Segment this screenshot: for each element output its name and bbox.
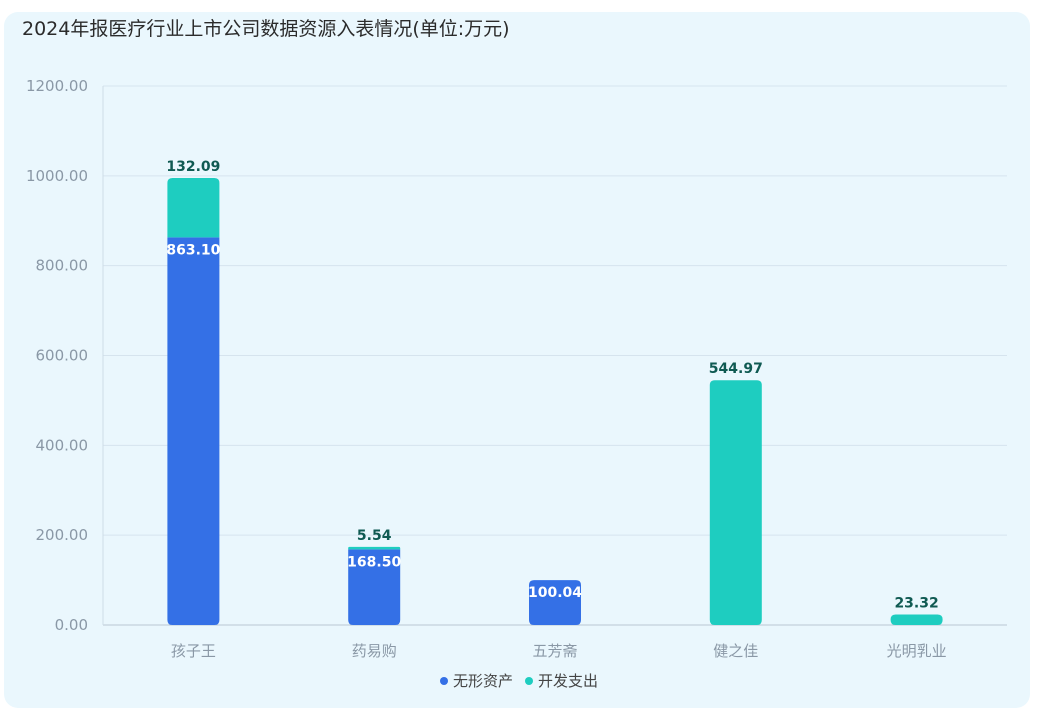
bar-intangible-assets bbox=[348, 549, 401, 625]
legend-item-intangible-assets[interactable]: 无形资产 bbox=[439, 670, 513, 691]
y-tick-label: 0.00 bbox=[55, 616, 88, 634]
y-tick-label: 400.00 bbox=[36, 436, 89, 454]
data-label: 168.50 bbox=[347, 554, 401, 570]
data-label: 5.54 bbox=[357, 528, 392, 544]
y-tick-label: 1000.00 bbox=[26, 167, 88, 185]
legend-label: 开发支出 bbox=[538, 672, 599, 690]
chart-legend: 无形资产 开发支出 bbox=[0, 670, 1038, 691]
x-tick-label: 药易购 bbox=[352, 642, 397, 660]
chart-title: 2024年报医疗行业上市公司数据资源入表情况(单位:万元) bbox=[22, 18, 510, 40]
y-tick-label: 600.00 bbox=[36, 347, 89, 365]
data-label: 23.32 bbox=[894, 596, 938, 612]
y-tick-label: 800.00 bbox=[36, 257, 89, 275]
bar-intangible-assets bbox=[529, 580, 581, 625]
data-label: 863.10 bbox=[166, 242, 220, 258]
legend-label: 无形资产 bbox=[452, 672, 513, 690]
x-tick-label: 孩子王 bbox=[171, 642, 216, 660]
y-tick-label: 1200.00 bbox=[26, 77, 88, 95]
legend-dot-icon bbox=[439, 676, 448, 685]
y-tick-label: 200.00 bbox=[36, 526, 89, 544]
data-label: 544.97 bbox=[709, 361, 763, 377]
data-label: 100.04 bbox=[528, 585, 582, 601]
x-tick-label: 光明乳业 bbox=[887, 642, 947, 660]
x-tick-label: 健之佳 bbox=[713, 642, 758, 660]
legend-item-development-expenditure[interactable]: 开发支出 bbox=[525, 670, 598, 691]
data-label: 132.09 bbox=[166, 159, 220, 175]
bar-development-expenditure bbox=[709, 380, 762, 625]
bar-intangible-assets bbox=[167, 237, 220, 625]
bar-development-expenditure bbox=[890, 614, 943, 625]
legend-dot-icon bbox=[525, 676, 533, 685]
bar-development-expenditure bbox=[348, 546, 401, 550]
x-tick-label: 五芳斋 bbox=[532, 642, 577, 660]
bar-development-expenditure bbox=[167, 177, 220, 238]
